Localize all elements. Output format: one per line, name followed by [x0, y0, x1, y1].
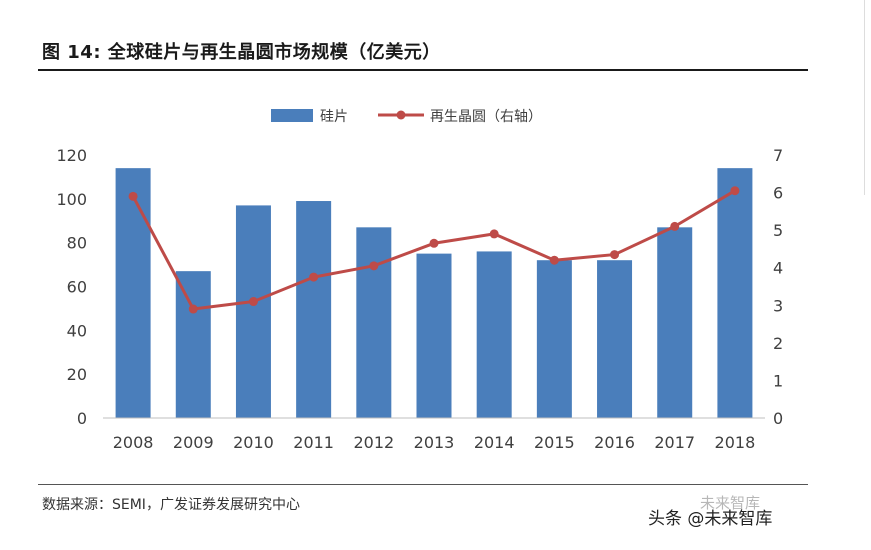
line-point: [549, 255, 559, 265]
y-left-tick-label: 0: [77, 409, 87, 428]
y-right-tick-label: 7: [773, 146, 783, 165]
line-point: [128, 191, 138, 201]
line-point: [369, 261, 379, 271]
line-point: [309, 272, 319, 282]
x-tick-label: 2012: [353, 433, 394, 452]
line-point: [429, 238, 439, 248]
bar: [657, 227, 693, 418]
combo-chart: 硅片 再生晶圆（右轴） 0 20 40 60 80 100 120 0 1 2 3 4 5 6 7 2008…: [56, 109, 783, 452]
x-tick-label: 2015: [534, 433, 575, 452]
side-border: [864, 0, 865, 195]
y-right-tick-label: 4: [773, 259, 783, 278]
watermark: 头条 @未来智库: [648, 509, 773, 529]
y-left-tick-label: 40: [67, 321, 87, 340]
watermark-ghost: 未来智库: [700, 494, 761, 512]
x-tick-label: 2011: [293, 433, 334, 452]
y-left-tick-label: 80: [67, 234, 87, 253]
y-right-tick-label: 0: [773, 409, 783, 428]
y-left-tick-label: 20: [67, 365, 87, 384]
legend-bar-swatch: [271, 109, 313, 122]
legend-bar-label: 硅片: [320, 109, 348, 125]
y-axis-left: 0 20 40 60 80 100 120: [56, 146, 87, 428]
x-tick-label: 2010: [233, 433, 274, 452]
x-tick-label: 2016: [594, 433, 635, 452]
legend-line-marker: [396, 110, 406, 120]
bar: [175, 271, 211, 418]
line-point: [610, 250, 620, 260]
y-left-tick-label: 100: [56, 190, 87, 209]
bar: [296, 201, 332, 418]
x-tick-label: 2008: [113, 433, 154, 452]
x-tick-label: 2013: [414, 433, 455, 452]
line-series-group: [128, 186, 740, 314]
y-right-tick-label: 1: [773, 371, 783, 390]
line-point: [248, 297, 258, 307]
bar: [536, 260, 572, 418]
y-right-tick-label: 3: [773, 296, 783, 315]
bar: [356, 227, 392, 418]
x-tick-label: 2018: [715, 433, 756, 452]
line-point: [489, 229, 499, 239]
bar-series-group: [115, 168, 753, 418]
legend-line-label: 再生晶圆（右轴）: [430, 109, 542, 125]
y-right-tick-label: 5: [773, 221, 783, 240]
bar: [115, 168, 151, 418]
bar: [235, 205, 271, 418]
bar: [597, 260, 633, 418]
y-right-tick-label: 2: [773, 334, 783, 353]
x-tick-label: 2014: [474, 433, 515, 452]
y-right-tick-label: 6: [773, 184, 783, 203]
y-axis-right: 0 1 2 3 4 5 6 7: [773, 146, 783, 428]
y-left-tick-label: 60: [67, 278, 87, 297]
line-point: [188, 304, 198, 314]
bar: [717, 168, 753, 418]
bar: [416, 253, 452, 418]
x-tick-label: 2009: [173, 433, 214, 452]
source-note: 数据来源：SEMI，广发证券发展研究中心: [42, 497, 300, 513]
chart-legend: 硅片 再生晶圆（右轴）: [271, 109, 542, 125]
line-point: [730, 186, 740, 196]
figure-title: 图 14: 全球硅片与再生晶圆市场规模（亿美元）: [42, 42, 441, 63]
source-divider: [38, 484, 808, 485]
bar: [476, 251, 512, 418]
x-axis-ticks: 2008 2009 2010 2011 2012 2013 2014 2015 2016 2017…: [113, 433, 756, 452]
y-left-tick-label: 120: [56, 146, 87, 165]
title-divider: [38, 69, 808, 71]
line-point: [670, 221, 680, 231]
x-tick-label: 2017: [654, 433, 695, 452]
